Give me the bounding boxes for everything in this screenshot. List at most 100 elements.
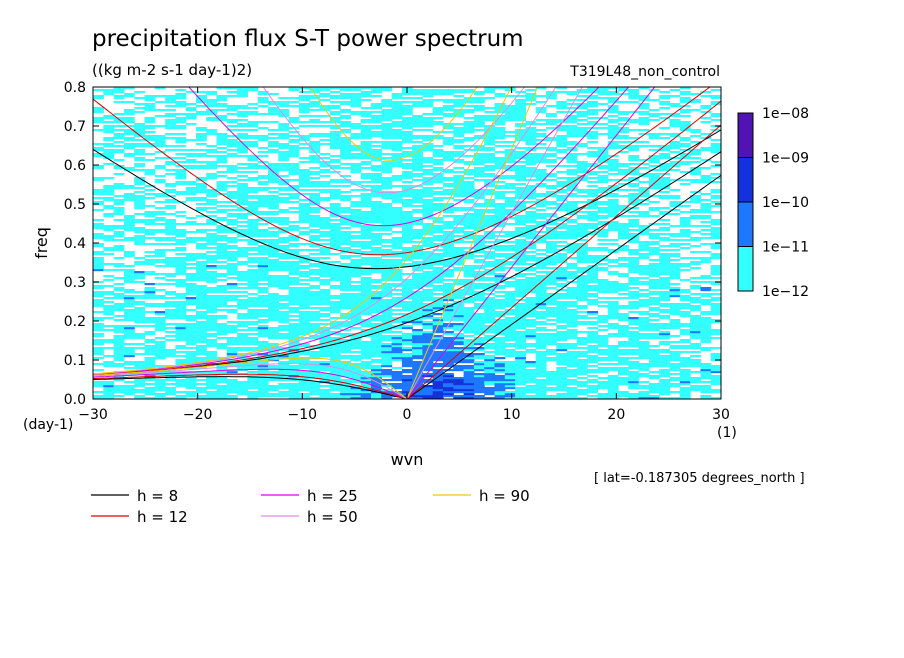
- spectrum-cell: [196, 321, 207, 324]
- spectrum-cell: [196, 135, 207, 138]
- spectrum-cell: [175, 359, 187, 362]
- spectrum-cell: [494, 131, 506, 134]
- spectrum-cell: [371, 397, 382, 399]
- spectrum-cell: [257, 335, 269, 338]
- spectrum-cell: [319, 315, 331, 318]
- spectrum-cell: [247, 195, 259, 198]
- spectrum-cell: [401, 111, 413, 114]
- spectrum-cell: [309, 195, 321, 198]
- spectrum-cell: [93, 317, 104, 320]
- spectrum-cell: [515, 279, 526, 282]
- spectrum-cell: [93, 223, 104, 226]
- spectrum-cell: [144, 317, 156, 320]
- spectrum-cell: [278, 123, 290, 126]
- spectrum-cell: [556, 371, 568, 374]
- spectrum-cell: [185, 283, 197, 286]
- spectrum-cell: [309, 331, 321, 334]
- spectrum-cell: [463, 137, 475, 140]
- spectrum-cell: [504, 303, 516, 306]
- spectrum-cell: [432, 163, 444, 166]
- spectrum-cell: [103, 229, 115, 232]
- spectrum-cell: [350, 205, 362, 208]
- spectrum-cell: [515, 273, 526, 276]
- spectrum-cell: [154, 261, 166, 264]
- spectrum-cell: [453, 261, 465, 264]
- spectrum-cell: [237, 179, 248, 182]
- spectrum-cell: [268, 169, 279, 172]
- spectrum-cell: [206, 247, 218, 250]
- spectrum-cell: [360, 277, 372, 280]
- spectrum-cell: [298, 169, 310, 172]
- spectrum-cell: [391, 165, 403, 168]
- spectrum-cell: [412, 353, 423, 356]
- spectrum-cell: [515, 177, 526, 180]
- spectrum-cell: [309, 231, 321, 234]
- spectrum-cell: [278, 211, 290, 214]
- spectrum-cell: [494, 121, 506, 124]
- spectrum-cell: [515, 389, 526, 392]
- spectrum-cell: [484, 185, 496, 188]
- spectrum-cell: [566, 323, 578, 326]
- spectrum-cell: [196, 207, 207, 210]
- spectrum-cell: [504, 387, 516, 390]
- spectrum-cell: [237, 183, 248, 186]
- spectrum-cell: [453, 171, 465, 174]
- spectrum-cell: [546, 277, 557, 280]
- spectrum-cell: [401, 303, 413, 306]
- spectrum-cell: [391, 303, 403, 306]
- spectrum-cell: [443, 241, 454, 244]
- spectrum-cell: [319, 339, 331, 342]
- spectrum-cell: [257, 287, 269, 290]
- spectrum-cell: [381, 215, 393, 218]
- spectrum-cell: [175, 331, 187, 334]
- spectrum-cell: [566, 293, 578, 296]
- spectrum-cell: [350, 97, 362, 100]
- spectrum-cell: [453, 159, 465, 162]
- spectrum-cell: [350, 347, 362, 350]
- spectrum-cell: [226, 87, 238, 90]
- spectrum-cell: [535, 123, 547, 126]
- spectrum-cell: [123, 351, 135, 354]
- spectrum-cell: [494, 245, 506, 248]
- spectrum-cell: [504, 169, 516, 172]
- spectrum-cell: [185, 303, 197, 306]
- spectrum-cell: [401, 237, 413, 240]
- spectrum-cell: [237, 91, 248, 94]
- spectrum-cell: [443, 171, 454, 174]
- run-label: T319L48_non_control: [569, 64, 720, 80]
- spectrum-cell: [401, 163, 413, 166]
- spectrum-cell: [175, 263, 187, 266]
- spectrum-cell: [257, 257, 269, 260]
- spectrum-cell: [432, 331, 444, 334]
- spectrum-cell: [278, 283, 290, 286]
- spectrum-cell: [381, 357, 393, 360]
- spectrum-cell: [350, 323, 362, 326]
- spectrum-cell: [371, 339, 382, 342]
- spectrum-cell: [535, 367, 547, 370]
- spectrum-cell: [556, 289, 568, 292]
- spectrum-cell: [329, 379, 341, 382]
- spectrum-cell: [515, 187, 526, 190]
- spectrum-cell: [463, 201, 475, 204]
- spectrum-cell: [391, 195, 403, 198]
- spectrum-cell: [422, 267, 434, 270]
- spectrum-cell: [206, 305, 218, 308]
- spectrum-cell: [422, 225, 434, 228]
- spectrum-cell: [340, 325, 351, 328]
- spectrum-cell: [206, 189, 218, 192]
- spectrum-cell: [515, 157, 526, 160]
- spectrum-cell: [525, 311, 537, 314]
- spectrum-cell: [515, 313, 526, 316]
- spectrum-cell: [371, 385, 382, 388]
- spectrum-cell: [453, 109, 465, 112]
- spectrum-cell: [247, 363, 259, 366]
- spectrum-cell: [309, 193, 321, 196]
- spectrum-cell: [463, 215, 475, 218]
- spectrum-cell: [432, 347, 444, 350]
- spectrum-cell: [525, 167, 537, 170]
- spectrum-cell: [463, 271, 475, 274]
- spectrum-cell: [371, 291, 382, 294]
- spectrum-cell: [165, 233, 176, 236]
- spectrum-cell: [381, 289, 393, 292]
- spectrum-cell: [93, 323, 104, 326]
